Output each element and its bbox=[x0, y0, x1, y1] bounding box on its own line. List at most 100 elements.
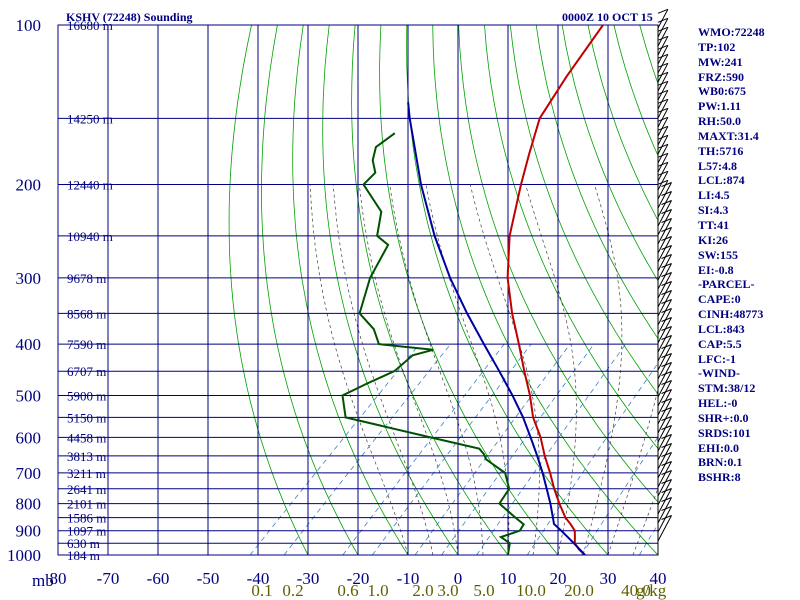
wind-barb bbox=[657, 479, 672, 506]
wind-barb-flag bbox=[661, 398, 672, 403]
wind-barb-flag bbox=[657, 179, 669, 185]
wind-barb-flag bbox=[661, 389, 672, 394]
wind-barb bbox=[657, 72, 669, 92]
index-line: PW:1.11 bbox=[698, 99, 742, 114]
moist-adiabat bbox=[309, 184, 409, 555]
index-line: LCL:874 bbox=[698, 173, 745, 188]
wind-barb-flag bbox=[661, 371, 672, 376]
temperature-tick-label: 30 bbox=[600, 569, 617, 588]
wind-barb-flag bbox=[657, 161, 669, 167]
mixing-ratio-line bbox=[414, 343, 571, 555]
wind-barb bbox=[657, 254, 672, 281]
wind-barb-flag bbox=[657, 17, 669, 23]
wind-barb-flag bbox=[661, 272, 672, 277]
pressure-tick-label: 600 bbox=[16, 428, 42, 447]
index-line: -WIND- bbox=[698, 366, 740, 381]
wind-barb bbox=[657, 191, 672, 218]
wind-barb bbox=[657, 398, 672, 425]
wind-barb-flag bbox=[661, 200, 672, 205]
wind-barb bbox=[657, 36, 669, 56]
wind-barb bbox=[657, 326, 672, 353]
index-line: FRZ:590 bbox=[698, 69, 744, 84]
diagram-grid bbox=[57, 24, 659, 556]
wind-barb-flag bbox=[661, 434, 672, 439]
wind-barb bbox=[657, 407, 672, 434]
series-temperature bbox=[506, 25, 604, 555]
wind-barb-flag bbox=[657, 89, 669, 95]
mixing-ratio-label: 5.0 bbox=[473, 581, 494, 600]
wind-barb-flag bbox=[657, 116, 669, 122]
index-line: TP:102 bbox=[698, 39, 736, 54]
height-label: 12440 m bbox=[67, 178, 113, 193]
dry-adiabat bbox=[261, 25, 359, 555]
index-line: SI:4.3 bbox=[698, 203, 729, 218]
index-line: BSHR:8 bbox=[698, 470, 741, 485]
wind-barb bbox=[657, 371, 672, 398]
index-line: LI:4.5 bbox=[698, 188, 730, 203]
mixing-ratio-label: 0.2 bbox=[282, 581, 303, 600]
wind-barb bbox=[657, 245, 672, 272]
wind-barb bbox=[657, 362, 672, 389]
wind-barb bbox=[657, 344, 672, 371]
mixing-ratio-label: 1.0 bbox=[367, 581, 388, 600]
wind-barb bbox=[657, 272, 672, 299]
wind-barb bbox=[657, 425, 672, 452]
mixing-ratio-line bbox=[372, 343, 532, 555]
wind-barb bbox=[657, 209, 672, 236]
wind-barb bbox=[657, 153, 669, 173]
height-label: 1586 m bbox=[67, 511, 106, 526]
wind-barb-flag bbox=[657, 35, 669, 41]
wind-barb-flag bbox=[661, 479, 672, 484]
mixing-ratio-line bbox=[526, 362, 658, 555]
wind-barb-flag bbox=[661, 407, 672, 412]
dry-adiabat bbox=[406, 25, 609, 555]
wind-barb-flag bbox=[661, 353, 672, 358]
wind-barb-flag bbox=[657, 44, 669, 50]
temperature-tick-label: 20 bbox=[550, 569, 567, 588]
pressure-tick-label: 900 bbox=[16, 522, 42, 541]
moist-adiabat bbox=[582, 184, 623, 555]
wind-barb bbox=[657, 90, 669, 110]
wind-barb-flag bbox=[661, 209, 672, 214]
wind-barb bbox=[657, 162, 669, 182]
wind-barb bbox=[657, 443, 672, 470]
wind-barb-flag bbox=[661, 443, 672, 448]
wind-barb bbox=[657, 317, 672, 344]
height-label: 184 m bbox=[67, 548, 100, 563]
height-label: 4458 m bbox=[67, 430, 106, 445]
wind-barb-flag bbox=[657, 26, 669, 32]
temperature-tick-label: -20 bbox=[347, 569, 370, 588]
temperature-tick-label: 0 bbox=[454, 569, 463, 588]
temperature-tick-label: 80 bbox=[50, 569, 67, 588]
wind-barbs bbox=[657, 8, 672, 555]
mixing-ratio-label: 20.0 bbox=[564, 581, 594, 600]
wind-barb bbox=[657, 63, 669, 83]
wind-barb bbox=[657, 126, 669, 146]
height-label: 1097 m bbox=[67, 524, 106, 539]
wind-barb bbox=[657, 144, 669, 164]
height-label: 2101 m bbox=[67, 497, 106, 512]
wind-barb bbox=[657, 227, 672, 254]
wind-barb-flag bbox=[661, 263, 672, 268]
wind-barb bbox=[657, 335, 672, 362]
wind-barb-flag bbox=[661, 299, 672, 304]
moist-adiabat bbox=[607, 388, 658, 555]
pressure-tick-label: 1000 bbox=[7, 546, 41, 565]
pressure-tick-label: 500 bbox=[16, 386, 42, 405]
wind-barb-flag bbox=[661, 308, 672, 313]
index-line: MW:241 bbox=[698, 54, 743, 69]
pressure-tick-label: 200 bbox=[16, 176, 42, 195]
wind-barb-flag bbox=[661, 281, 672, 286]
wind-barb bbox=[657, 182, 672, 209]
wind-barb bbox=[657, 380, 672, 407]
index-line: SW:155 bbox=[698, 247, 739, 262]
wind-barb-flag bbox=[661, 218, 672, 223]
wind-barb bbox=[657, 18, 669, 38]
index-line: CAPE:0 bbox=[698, 292, 741, 307]
wind-barb bbox=[657, 452, 672, 479]
wind-barb-flag bbox=[661, 362, 672, 367]
wind-barb-flag bbox=[657, 125, 669, 131]
wind-barb-flag bbox=[661, 497, 672, 502]
height-label: 3211 m bbox=[67, 466, 106, 481]
